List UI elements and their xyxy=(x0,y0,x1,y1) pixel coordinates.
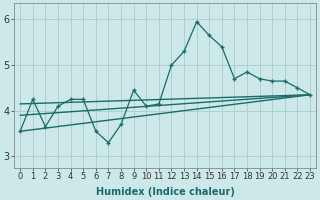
X-axis label: Humidex (Indice chaleur): Humidex (Indice chaleur) xyxy=(96,187,235,197)
